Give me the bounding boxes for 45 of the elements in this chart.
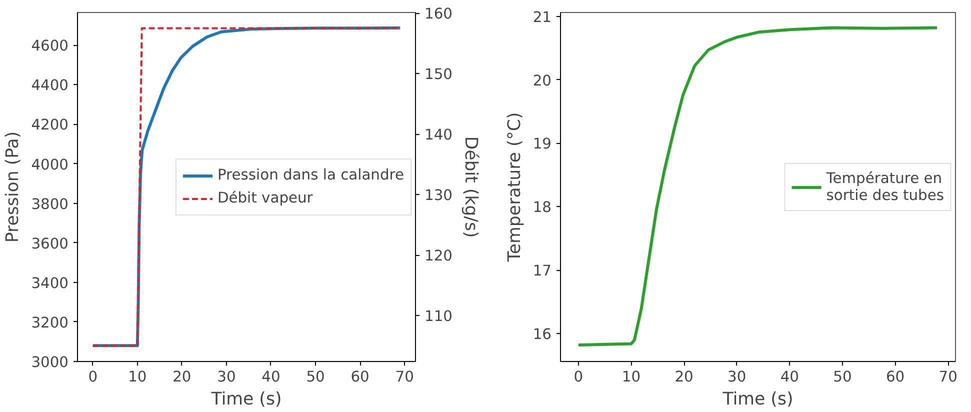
y-tick-label: 3400 — [31, 274, 69, 292]
y2-axis-title: Débit (kg/s) — [460, 136, 480, 238]
y-tick-label: 20 — [532, 72, 552, 90]
y-tick-label: 17 — [532, 262, 552, 280]
x-tick-label: 60 — [350, 368, 370, 386]
legend-label: Débit vapeur — [217, 190, 313, 206]
y-tick-label: 19 — [532, 136, 552, 153]
x-axis-title: Time (s) — [210, 390, 282, 410]
y-axis-title: Pression (Pa) — [3, 131, 24, 243]
y-tick-label: 4600 — [31, 38, 69, 55]
y-tick-label: 21 — [532, 8, 552, 26]
y-tick-label: 3000 — [31, 354, 69, 371]
y-tick-label: 3600 — [31, 235, 69, 252]
y2-tick-label: 130 — [424, 187, 452, 204]
y-tick-label: 4200 — [31, 116, 69, 134]
y-tick-label: 4400 — [31, 77, 69, 94]
x-tick-label: 30 — [217, 368, 236, 386]
y-tick-label: 3200 — [31, 314, 69, 332]
y-tick-label: 16 — [532, 326, 552, 344]
x-tick-label: 0 — [574, 368, 584, 386]
legend-label: Température en sortie des tubes — [826, 170, 944, 204]
x-tick-label: 50 — [306, 368, 325, 386]
y2-tick-label: 160 — [424, 6, 452, 23]
x-tick-label: 10 — [622, 368, 641, 386]
x-tick-label: 20 — [172, 368, 192, 386]
y2-tick-label: 140 — [424, 126, 452, 144]
x-tick-label: 0 — [88, 368, 98, 386]
x-axis-title: Time (s) — [722, 390, 794, 410]
x-tick-label: 70 — [395, 368, 414, 386]
y-tick-label: 4000 — [31, 156, 69, 174]
legend-label: Pression dans la calandre — [217, 166, 404, 184]
x-tick-label: 40 — [262, 368, 280, 386]
y2-tick-label: 110 — [424, 308, 452, 326]
x-tick-label: 20 — [674, 368, 694, 386]
x-tick-label: 60 — [886, 368, 905, 386]
y-tick-label: 18 — [532, 199, 552, 216]
y2-tick-label: 150 — [424, 66, 452, 84]
y2-tick-label: 120 — [424, 248, 452, 265]
x-tick-label: 50 — [833, 368, 852, 386]
x-tick-label: 10 — [128, 368, 147, 386]
x-tick-label: 70 — [938, 368, 958, 386]
y-tick-label: 3800 — [31, 196, 69, 213]
x-tick-label: 40 — [780, 368, 800, 386]
y-axis-title: Temperature (°C) — [504, 112, 525, 263]
x-tick-label: 30 — [728, 368, 746, 386]
